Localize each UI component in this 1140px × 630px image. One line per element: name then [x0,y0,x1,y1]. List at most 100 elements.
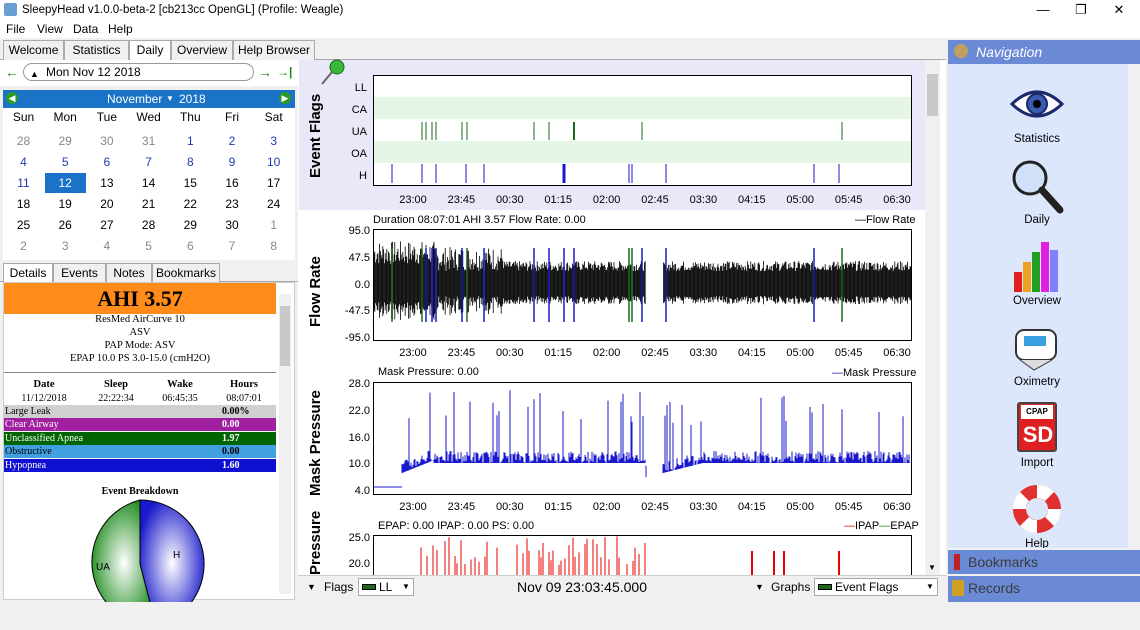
calendar-day[interactable]: 5 [145,239,152,253]
calendar-day[interactable]: 6 [186,239,194,253]
menu-help[interactable]: Help [108,22,133,36]
calendar-day[interactable]: 6 [103,155,111,169]
close-button[interactable]: ✕ [1113,2,1125,17]
calendar-day[interactable]: 3 [61,239,69,253]
calendar-toggle-icon[interactable]: ▲ [30,69,39,79]
nav-import-label[interactable]: Import [1020,457,1054,469]
breakdown-title: Event Breakdown [101,486,179,497]
x-tick-label: 06:30 [883,347,911,359]
next-month-icon[interactable]: ▶ [279,92,291,104]
calendar-day[interactable]: 25 [16,218,31,232]
calendar-day[interactable]: 28 [16,134,31,148]
oximetry-icon[interactable] [1012,322,1062,372]
tab-details[interactable]: Details [3,263,53,283]
nav-daily-label[interactable]: Daily [1024,214,1050,226]
calendar-day[interactable]: 1 [186,134,194,148]
calendar-day[interactable]: 10 [267,155,281,169]
calendar-year[interactable]: 2018 [179,92,206,106]
tab-overview[interactable]: Overview [171,40,233,60]
menu-file[interactable]: File [6,22,26,36]
calendar-day[interactable]: 4 [103,239,111,253]
help-icon[interactable] [1010,482,1064,536]
calendar-day[interactable]: 8 [186,155,194,169]
flags-dropdown-icon[interactable]: ▼ [307,582,316,592]
calendar-day[interactable]: 30 [225,218,239,232]
calendar-day[interactable]: 30 [100,134,114,148]
calendar-day[interactable]: 8 [270,239,278,253]
maximize-button[interactable]: ❐ [1075,2,1087,17]
tab-welcome[interactable]: Welcome [3,40,64,60]
x-tick-label: 23:00 [399,347,427,359]
scroll-down-icon[interactable]: ▼ [928,563,936,572]
details-scrollbar[interactable] [279,294,291,594]
calendar-day[interactable]: 13 [100,176,114,190]
calendar-day[interactable]: 21 [141,197,156,211]
prev-day-button[interactable]: ← [5,64,19,80]
bookmarks-bar[interactable]: Bookmarks [948,550,1140,574]
nav-oximetry-label[interactable]: Oximetry [1014,376,1060,388]
calendar-day[interactable]: 1 [270,218,278,232]
graphs-dropdown-icon[interactable]: ▼ [755,582,764,592]
calendar-day[interactable]: 11 [17,176,30,190]
graph-scrollbar[interactable]: ▼ [925,60,940,575]
tab-bookmarks[interactable]: Bookmarks [152,263,220,283]
calendar-day[interactable]: 9 [228,155,236,169]
calendar-day[interactable]: 7 [228,239,236,253]
calendar-day[interactable]: 12 [44,173,86,193]
statistics-icon[interactable] [1010,84,1064,124]
calendar-header: ◀ November ▼ 2018 ▶ [3,90,295,108]
import-icon[interactable]: CPAP SD [1017,402,1057,452]
tab-daily[interactable]: Daily [129,40,171,61]
calendar-day[interactable]: 14 [141,176,156,190]
overview-icon[interactable] [1012,238,1062,294]
month-dropdown-icon[interactable]: ▼ [166,94,174,103]
calendar-day[interactable]: 19 [58,197,72,211]
calendar-day[interactable]: 15 [183,176,197,190]
date-field[interactable]: ▲ Mon Nov 12 2018 [23,63,254,81]
nav-help-label[interactable]: Help [1025,538,1049,548]
calendar-month[interactable]: November [107,92,163,106]
tab-notes[interactable]: Notes [106,263,152,283]
calendar-day[interactable]: 23 [225,197,239,211]
prev-month-icon[interactable]: ◀ [6,92,18,104]
pressure-plot[interactable] [373,535,912,580]
daily-icon[interactable] [1010,158,1064,214]
last-day-button[interactable]: →| [277,65,293,79]
calendar-day[interactable]: 17 [267,176,281,190]
calendar-day[interactable]: 2 [228,134,236,148]
menu-data[interactable]: Data [73,22,99,36]
calendar-day[interactable]: 29 [183,218,197,232]
flags-label: Flags [324,580,354,594]
calendar-day[interactable]: 27 [100,218,114,232]
calendar-day[interactable]: 26 [58,218,72,232]
tab-events[interactable]: Events [53,263,106,283]
menu-view[interactable]: View [37,22,63,36]
next-day-button[interactable]: → [258,64,272,80]
calendar-day[interactable]: 5 [61,155,69,169]
calendar-day[interactable]: 18 [16,197,31,211]
calendar-day[interactable]: 16 [225,176,239,190]
pin-icon[interactable] [318,58,346,88]
graph-scrollbar-thumb[interactable] [927,74,938,116]
calendar-day[interactable]: 4 [20,155,27,169]
calendar-day[interactable]: 22 [183,197,197,211]
tab-statistics[interactable]: Statistics [64,40,129,60]
calendar-day[interactable]: 7 [145,155,152,169]
calendar-day[interactable]: 24 [267,197,281,211]
scrollbar-thumb[interactable] [280,306,290,366]
calendar-day[interactable]: 28 [141,218,156,232]
navigation-scrollbar[interactable] [1128,64,1140,548]
nav-statistics-label[interactable]: Statistics [1013,133,1060,145]
calendar-day[interactable]: 3 [270,134,278,148]
calendar-day[interactable]: 20 [100,197,114,211]
minimize-button[interactable]: — [1036,2,1050,17]
calendar-day[interactable]: 29 [58,134,72,148]
flags-select[interactable]: LL ▼ [358,578,414,596]
calendar-day[interactable]: 2 [20,239,27,253]
nav-overview-label[interactable]: Overview [1013,295,1061,307]
records-bar[interactable]: Records [948,576,1140,602]
calendar-day[interactable]: 31 [141,134,156,148]
event-flags-plot[interactable] [373,75,912,186]
tab-help-browser[interactable]: Help Browser [233,40,315,60]
graphs-select[interactable]: Event Flags ▼ [814,578,938,596]
